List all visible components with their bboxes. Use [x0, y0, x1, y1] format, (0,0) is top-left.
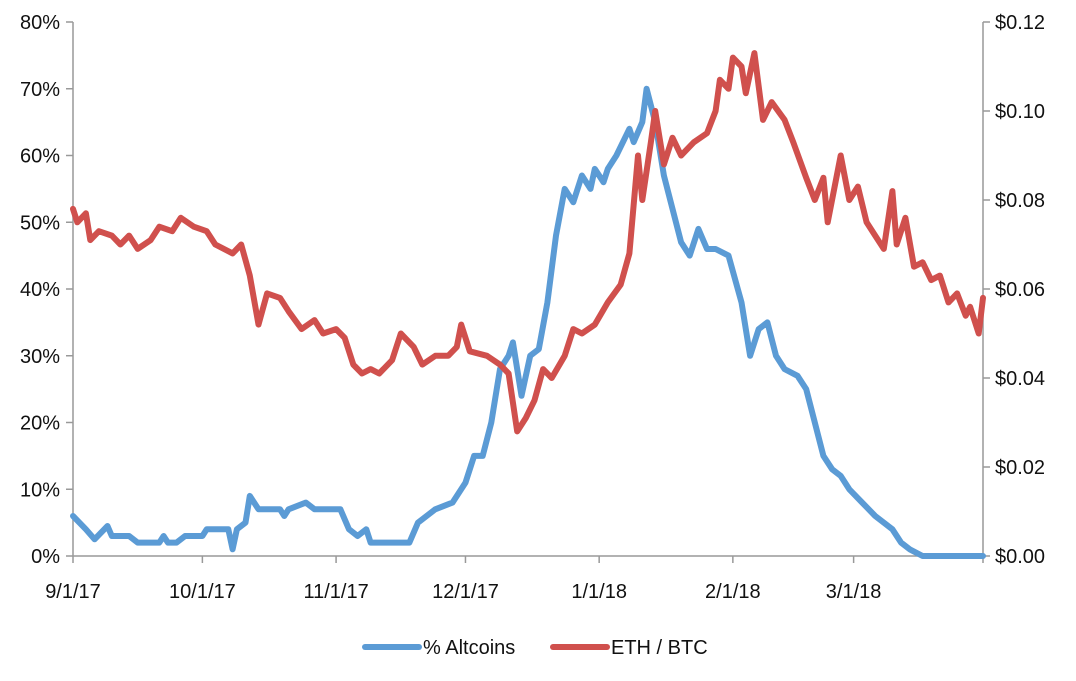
- right-y-tick-label: $0.10: [995, 101, 1045, 123]
- right-y-tick-label: $0.00: [995, 546, 1045, 568]
- left-y-tick-label: 10%: [20, 479, 60, 501]
- x-tick-label: 10/1/17: [169, 581, 236, 603]
- chart-legend: % Altcoins ETH / BTC: [362, 637, 708, 659]
- right-y-tick-label: $0.08: [995, 190, 1045, 212]
- eth-btc-series-line: [70, 50, 986, 435]
- x-tick-label: 2/1/18: [705, 581, 761, 603]
- x-tick-label: 3/1/18: [826, 581, 882, 603]
- x-tick-label: 12/1/17: [432, 581, 499, 603]
- right-y-tick-label: $0.06: [995, 279, 1045, 301]
- right-y-tick-label: $0.02: [995, 457, 1045, 479]
- left-y-tick-label: 30%: [20, 346, 60, 368]
- left-y-tick-label: 80%: [20, 12, 60, 34]
- x-tick-label: 1/1/18: [571, 581, 627, 603]
- legend-eth-btc-label: ETH / BTC: [611, 637, 708, 659]
- x-tick-label: 9/1/17: [45, 581, 101, 603]
- right-y-tick-label: $0.12: [995, 12, 1045, 34]
- left-y-tick-label: 40%: [20, 279, 60, 301]
- left-y-tick-label: 50%: [20, 212, 60, 234]
- left-y-tick-label: 0%: [31, 546, 60, 568]
- x-tick-label: 11/1/17: [303, 581, 368, 603]
- chart-series: [70, 50, 986, 559]
- left-y-tick-label: 70%: [20, 79, 60, 101]
- left-y-tick-label: 20%: [20, 413, 60, 435]
- left-y-tick-label: 60%: [20, 146, 60, 168]
- legend-altcoins-label: % Altcoins: [423, 637, 515, 659]
- altcoins-series-line: [70, 85, 986, 559]
- right-y-tick-label: $0.04: [995, 368, 1045, 390]
- chart-axes: 0% 10% 20% 30% 40% 50% 60% 70% 80% $0.00 $0.02 $0.0…: [20, 12, 1045, 603]
